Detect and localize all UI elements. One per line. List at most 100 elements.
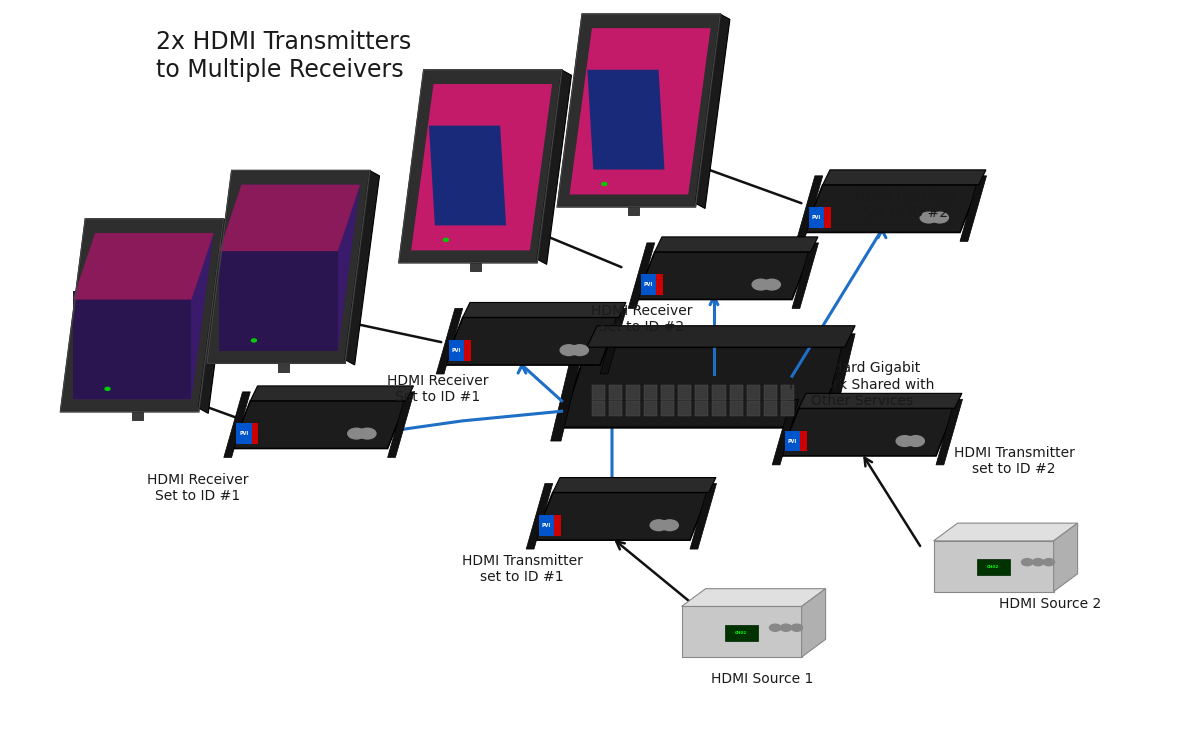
Polygon shape — [696, 14, 730, 209]
Polygon shape — [823, 170, 986, 185]
FancyBboxPatch shape — [539, 515, 554, 536]
Polygon shape — [232, 401, 407, 448]
FancyBboxPatch shape — [730, 385, 743, 400]
FancyBboxPatch shape — [610, 385, 623, 400]
FancyBboxPatch shape — [626, 385, 640, 400]
Polygon shape — [934, 523, 1078, 541]
Polygon shape — [587, 326, 856, 347]
FancyBboxPatch shape — [656, 274, 662, 295]
Polygon shape — [551, 334, 587, 441]
Polygon shape — [220, 185, 360, 351]
FancyBboxPatch shape — [824, 207, 830, 228]
FancyBboxPatch shape — [746, 402, 760, 416]
Circle shape — [896, 436, 913, 446]
Polygon shape — [655, 237, 818, 252]
Polygon shape — [444, 317, 619, 365]
Polygon shape — [690, 484, 716, 549]
Text: HDMI Receiver
Set to ID #1: HDMI Receiver Set to ID #1 — [148, 473, 248, 504]
FancyBboxPatch shape — [610, 402, 623, 416]
FancyBboxPatch shape — [764, 385, 778, 400]
FancyBboxPatch shape — [643, 385, 656, 400]
Circle shape — [752, 279, 769, 290]
Text: PVI: PVI — [452, 348, 461, 352]
Polygon shape — [934, 541, 1054, 592]
Circle shape — [907, 436, 924, 446]
Text: PVI: PVI — [812, 215, 821, 220]
Circle shape — [348, 428, 365, 439]
Polygon shape — [220, 185, 360, 251]
Circle shape — [602, 183, 607, 186]
Polygon shape — [199, 219, 233, 413]
FancyBboxPatch shape — [730, 402, 743, 416]
FancyBboxPatch shape — [278, 364, 289, 372]
Text: HDMI Receiver
Set to ID #2: HDMI Receiver Set to ID #2 — [592, 304, 692, 335]
Circle shape — [444, 238, 449, 241]
Circle shape — [252, 339, 257, 342]
Circle shape — [791, 624, 803, 631]
Polygon shape — [73, 291, 192, 399]
Circle shape — [1043, 559, 1055, 565]
Circle shape — [560, 345, 577, 355]
Polygon shape — [818, 334, 856, 441]
FancyBboxPatch shape — [713, 402, 726, 416]
Polygon shape — [412, 84, 552, 250]
Polygon shape — [802, 589, 826, 657]
Polygon shape — [538, 70, 571, 264]
Polygon shape — [773, 399, 799, 465]
FancyBboxPatch shape — [132, 412, 143, 420]
Circle shape — [920, 212, 937, 223]
Circle shape — [571, 345, 588, 355]
Circle shape — [661, 520, 678, 530]
Polygon shape — [780, 408, 955, 456]
FancyBboxPatch shape — [725, 624, 758, 641]
FancyBboxPatch shape — [626, 402, 640, 416]
FancyBboxPatch shape — [641, 274, 656, 295]
Polygon shape — [534, 492, 709, 540]
FancyBboxPatch shape — [781, 385, 794, 400]
Polygon shape — [682, 606, 802, 657]
Polygon shape — [600, 308, 626, 374]
Text: HDMI Receiver
Set to ID #1: HDMI Receiver Set to ID #1 — [388, 374, 488, 405]
Polygon shape — [1054, 523, 1078, 592]
Text: HDMI Source 2: HDMI Source 2 — [998, 597, 1102, 612]
Polygon shape — [60, 219, 223, 412]
FancyBboxPatch shape — [695, 402, 708, 416]
Text: CH02: CH02 — [734, 631, 746, 635]
Polygon shape — [73, 233, 214, 299]
FancyBboxPatch shape — [785, 431, 800, 451]
Text: PVI: PVI — [240, 431, 248, 436]
Circle shape — [931, 212, 948, 223]
FancyBboxPatch shape — [592, 385, 605, 400]
Circle shape — [106, 387, 110, 390]
Polygon shape — [562, 347, 845, 428]
Text: HDMI Source 1: HDMI Source 1 — [710, 672, 814, 686]
Polygon shape — [428, 126, 506, 226]
Circle shape — [780, 624, 792, 631]
Polygon shape — [797, 176, 823, 241]
FancyBboxPatch shape — [781, 402, 794, 416]
Circle shape — [650, 520, 667, 530]
FancyBboxPatch shape — [661, 402, 674, 416]
FancyBboxPatch shape — [252, 423, 258, 444]
Polygon shape — [587, 70, 665, 170]
FancyBboxPatch shape — [977, 559, 1010, 575]
Polygon shape — [557, 14, 720, 207]
FancyBboxPatch shape — [678, 402, 691, 416]
Polygon shape — [936, 399, 962, 465]
FancyBboxPatch shape — [629, 207, 640, 215]
Polygon shape — [463, 302, 626, 317]
Text: PVI: PVI — [542, 523, 551, 527]
Polygon shape — [570, 28, 710, 194]
Circle shape — [769, 624, 781, 631]
FancyBboxPatch shape — [800, 431, 806, 451]
Circle shape — [359, 428, 376, 439]
Polygon shape — [73, 233, 214, 399]
Polygon shape — [527, 484, 553, 549]
FancyBboxPatch shape — [643, 402, 656, 416]
Polygon shape — [792, 243, 818, 308]
FancyBboxPatch shape — [661, 385, 674, 400]
Text: PVI: PVI — [788, 439, 797, 443]
Circle shape — [1032, 559, 1044, 565]
FancyBboxPatch shape — [809, 207, 824, 228]
FancyBboxPatch shape — [695, 385, 708, 400]
